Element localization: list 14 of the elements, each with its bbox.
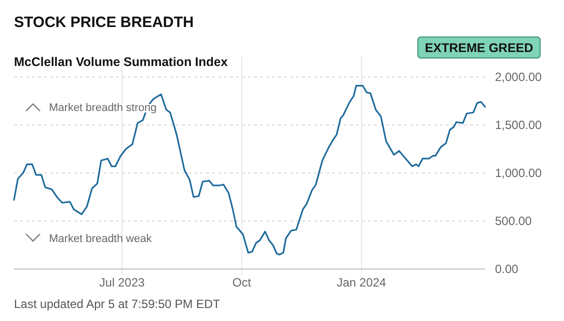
y-tick-label: 0.00	[495, 262, 519, 276]
y-tick-label: 500.00	[495, 214, 532, 228]
chart-title: STOCK PRICE BREADTH	[14, 14, 194, 31]
y-tick-label: 1,000.00	[495, 166, 542, 180]
line-series	[13, 84, 486, 256]
y-tick-label: 1,500.00	[495, 118, 542, 132]
x-tick-label: Jul 2023	[99, 276, 145, 290]
x-tick-label: Oct	[232, 276, 252, 290]
x-tick-label: Jan 2024	[336, 276, 386, 290]
chart-subtitle: McClellan Volume Summation Index	[14, 55, 228, 69]
annotation: Market breadth weak	[49, 233, 152, 245]
text: Last updated Apr 5 at 7:59:50 PM EDT	[14, 297, 221, 311]
text: EXTREME GREED	[424, 41, 534, 55]
y-tick-label: 2,000.00	[495, 70, 542, 84]
